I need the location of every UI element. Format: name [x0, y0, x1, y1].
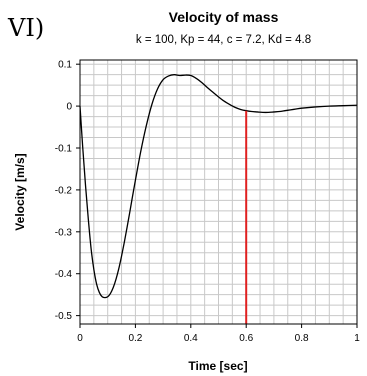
- plot-frame: [79, 59, 358, 325]
- y-tick-label: 0: [66, 102, 72, 113]
- velocity-series-line: [79, 74, 358, 299]
- panel-label: VI): [8, 14, 45, 42]
- series-group: [79, 74, 358, 299]
- x-tick-label: 0.8: [295, 333, 309, 344]
- x-tick-label: 0: [77, 333, 83, 344]
- chart-subtitle: k = 100, Kp = 44, c = 7.2, Kd = 4.8: [135, 34, 312, 46]
- y-tick-label: -0.3: [55, 227, 73, 238]
- y-tick-label: -0.4: [55, 269, 73, 280]
- y-tick-label: -0.5: [55, 311, 73, 322]
- tick-group: 0 0.2 0.4 0.6 0.8 1 0.1 0 -0.1 -0.2 -0.3 -0.4 -0.5: [55, 60, 360, 344]
- x-tick-label: 1: [354, 333, 360, 344]
- x-tick-label: 0.6: [239, 333, 253, 344]
- y-axis-label: Velocity [m/s]: [13, 153, 27, 230]
- grid-lines: [79, 60, 358, 324]
- y-tick-label: 0.1: [58, 60, 72, 71]
- y-tick-label: -0.1: [55, 144, 73, 155]
- x-tick-label: 0.2: [128, 333, 142, 344]
- chart-title: Velocity of mass: [168, 9, 279, 25]
- y-tick-label: -0.2: [55, 185, 73, 196]
- x-tick-label: 0.4: [184, 333, 198, 344]
- x-axis-label: Time [sec]: [188, 359, 247, 373]
